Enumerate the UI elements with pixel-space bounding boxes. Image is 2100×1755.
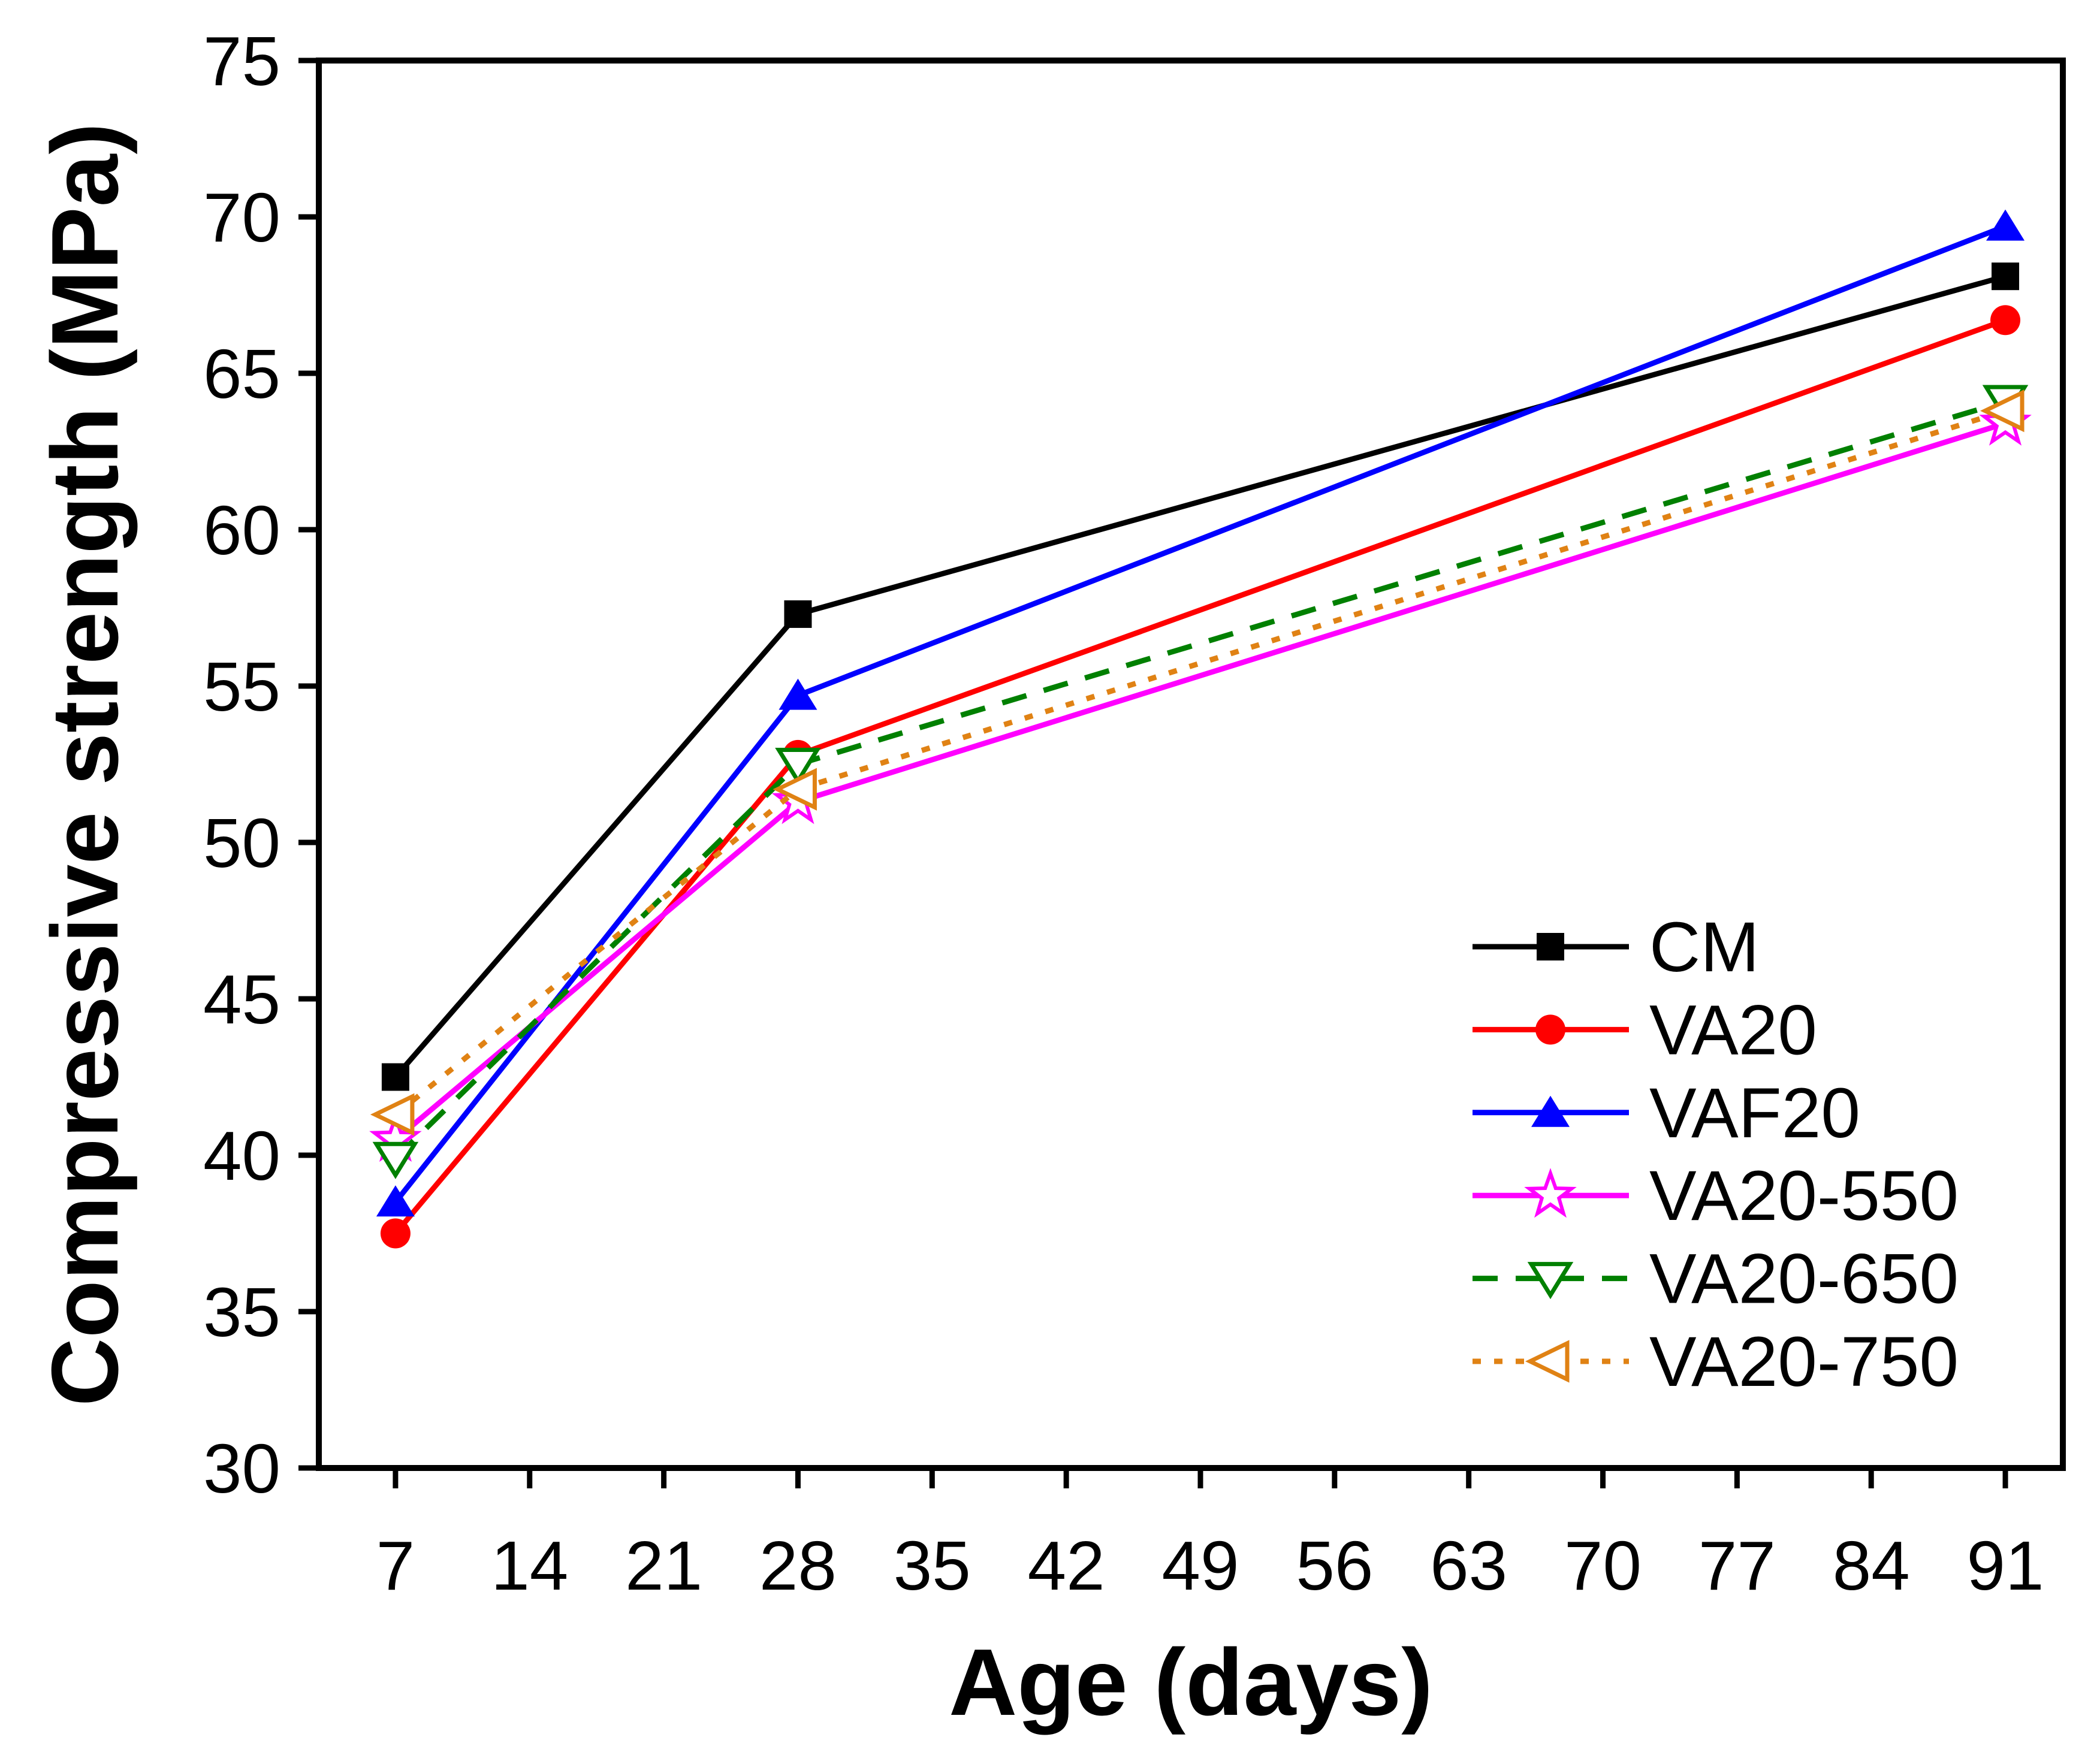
marker-CM: [381, 1063, 409, 1091]
x-tick-label: 77: [1698, 1527, 1776, 1605]
legend-label-CM: CM: [1649, 908, 1760, 987]
legend-label-VA20-750: VA20-750: [1649, 1322, 1959, 1401]
marker-VA20-750: [370, 1093, 415, 1136]
x-axis-title: Age (days): [949, 1630, 1433, 1735]
legend-label-VA20-550: VA20-550: [1649, 1156, 1959, 1236]
legend-label-VAF20: VAF20: [1649, 1074, 1860, 1153]
y-tick-label: 35: [203, 1273, 280, 1351]
data-series: [369, 209, 2032, 1249]
x-tick-label: 91: [1967, 1527, 2044, 1605]
legend-marker-CM: [1537, 933, 1564, 960]
x-tick-label: 14: [491, 1527, 568, 1605]
marker-VA20-650: [775, 748, 821, 786]
x-tick-label: 28: [759, 1527, 837, 1605]
marker-VA20-750: [773, 768, 817, 811]
x-tick-label: 21: [625, 1527, 702, 1605]
marker-VA20: [1990, 305, 2021, 336]
y-tick-label: 30: [203, 1430, 280, 1508]
legend-marker-VA20-550: [1524, 1168, 1577, 1218]
marker-VAF20: [1986, 209, 2025, 241]
legend-marker-VA20-650: [1527, 1262, 1574, 1300]
marker-VAF20: [779, 678, 817, 710]
legend-label-VA20-650: VA20-650: [1649, 1240, 1959, 1319]
x-tick-label: 56: [1296, 1527, 1373, 1605]
series-line-VA20-750: [394, 408, 2007, 1117]
marker-CM: [784, 600, 812, 628]
marker-VA20-750: [1980, 389, 2024, 433]
y-tick-label: 75: [203, 22, 280, 100]
marker-CM: [1992, 262, 2020, 291]
y-tick-label: 60: [203, 491, 280, 569]
marker-VA20: [380, 1218, 411, 1249]
y-tick-label: 55: [203, 648, 280, 726]
legend-label-VA20: VA20: [1649, 990, 1817, 1070]
legend-marker-VA20: [1535, 1014, 1565, 1045]
x-tick-label: 49: [1161, 1527, 1239, 1605]
y-tick-label: 70: [203, 179, 280, 256]
y-axis-title: Compressive strength (MPa): [32, 123, 138, 1406]
x-tick-label: 70: [1564, 1527, 1642, 1605]
axis-ticks: 30 35 40 45 50 55 60 65 70 75 7 14 21 28 35 42 49 56 63 70 7…: [203, 22, 2044, 1605]
legend-marker-VA20-750: [1525, 1340, 1570, 1383]
plot-frame: [316, 58, 2066, 1471]
y-tick-label: 45: [203, 960, 280, 1038]
y-tick-label: 40: [203, 1117, 280, 1195]
x-tick-label: 7: [376, 1527, 415, 1605]
marker-VAF20: [376, 1185, 415, 1217]
legend-marker-VAF20: [1531, 1095, 1570, 1127]
marker-VA20-650: [372, 1141, 419, 1179]
x-tick-label: 42: [1028, 1527, 1105, 1605]
x-tick-label: 35: [894, 1527, 971, 1605]
x-tick-label: 63: [1430, 1527, 1507, 1605]
y-tick-label: 65: [203, 335, 280, 413]
y-tick-label: 50: [203, 804, 280, 882]
x-tick-label: 84: [1833, 1527, 1910, 1605]
